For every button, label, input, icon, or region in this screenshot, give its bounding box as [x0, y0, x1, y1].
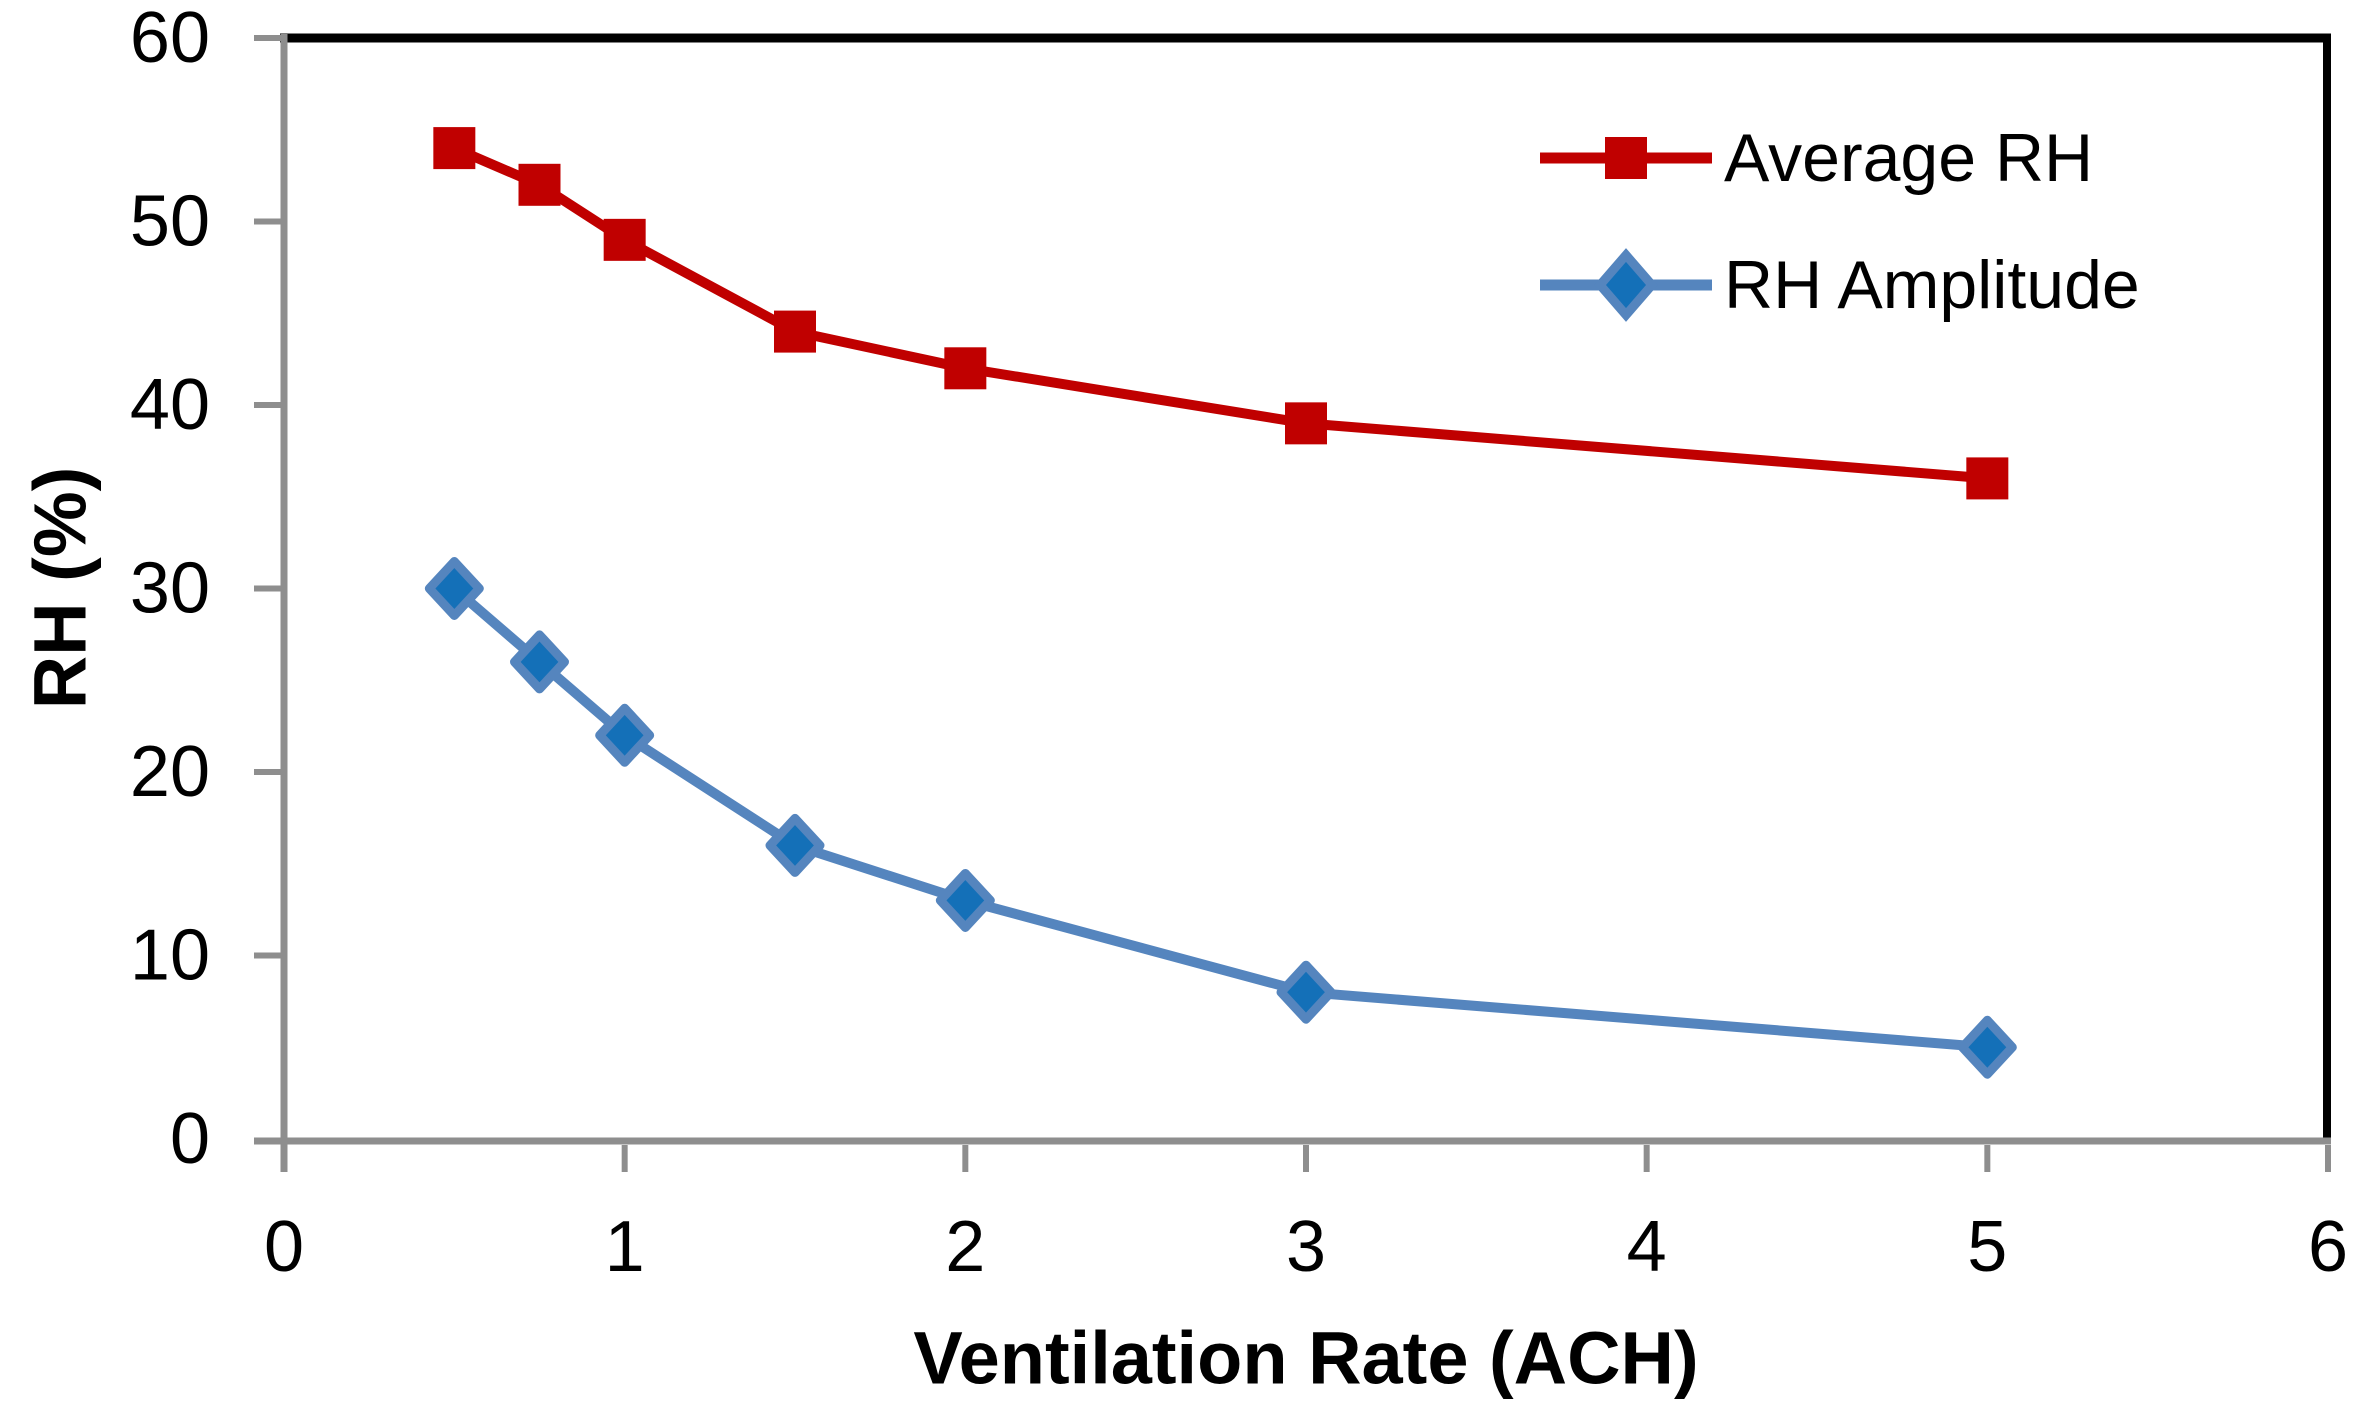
data-point-marker: [935, 868, 995, 932]
legend-marker-diamond: [1594, 248, 1658, 322]
legend-label-average-rh: Average RH: [1724, 120, 2093, 196]
legend: Average RH RH Amplitude: [1540, 120, 2140, 323]
y-tick-label: 0: [170, 1099, 210, 1179]
data-point-marker: [765, 813, 825, 877]
x-tick-label: 4: [1627, 1207, 1667, 1287]
data-point-marker: [1285, 402, 1327, 445]
x-tick-label: 1: [605, 1207, 645, 1287]
y-tick-label: 20: [130, 732, 210, 812]
x-tick-label: 0: [264, 1207, 304, 1287]
x-axis-ticks: 0 1 2 3 4 5 6: [264, 1145, 2348, 1287]
y-tick-label: 50: [130, 182, 210, 262]
data-point-marker: [1276, 960, 1336, 1024]
y-tick-label: 10: [130, 916, 210, 996]
legend-item-average-rh: Average RH: [1540, 120, 2093, 196]
legend-label-rh-amplitude: RH Amplitude: [1724, 247, 2140, 323]
legend-item-rh-amplitude: RH Amplitude: [1540, 247, 2140, 323]
y-axis-title: RH (%): [19, 467, 102, 710]
x-tick-label: 6: [2308, 1207, 2348, 1287]
x-tick-label: 3: [1286, 1207, 1326, 1287]
data-point-marker: [944, 347, 987, 390]
y-tick-label: 60: [130, 0, 210, 78]
data-point-marker: [510, 630, 569, 694]
y-axis-ticks: 0 10 20 30 40 50 60: [130, 0, 284, 1179]
plot-frame: [280, 33, 2331, 1141]
y-tick-label: 30: [130, 549, 210, 629]
data-point-marker: [1957, 1015, 2017, 1079]
data-point-marker: [433, 127, 476, 170]
data-point-marker: [1966, 457, 2009, 500]
x-tick-label: 2: [945, 1207, 985, 1287]
data-point-marker: [595, 703, 655, 767]
data-point-marker: [603, 218, 646, 261]
data-point-marker: [774, 310, 816, 353]
series-group: [424, 127, 2017, 1079]
data-point-marker: [424, 557, 484, 620]
legend-marker-square: [1605, 137, 1647, 179]
series-line-1: [449, 583, 1993, 1053]
x-axis-title: Ventilation Rate (ACH): [913, 1317, 1698, 1400]
data-point-marker: [518, 163, 561, 206]
x-tick-label: 5: [1967, 1207, 2007, 1287]
y-tick-label: 40: [130, 365, 210, 445]
